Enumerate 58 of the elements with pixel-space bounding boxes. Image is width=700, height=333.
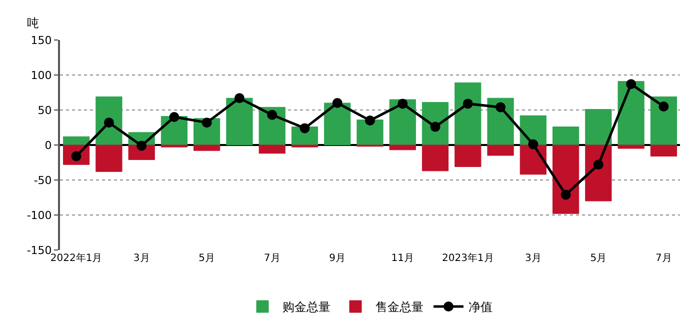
legend-label: 净值	[468, 300, 492, 314]
point	[234, 93, 244, 104]
point	[169, 112, 180, 122]
bar	[389, 144, 416, 150]
x-tick-label: 11月	[391, 253, 414, 264]
x-tick-label: 2023年1月	[442, 252, 494, 264]
bar	[552, 144, 580, 214]
bar	[552, 126, 580, 146]
y-tick-label: 50	[38, 104, 52, 117]
legend-label: 购金总量	[282, 300, 330, 314]
point	[332, 98, 342, 108]
bar	[291, 144, 318, 148]
point	[658, 102, 669, 112]
bar	[422, 144, 449, 172]
point	[462, 98, 473, 109]
point	[496, 102, 506, 112]
bar	[650, 96, 677, 146]
point	[430, 122, 440, 132]
x-tick-label: 7月	[655, 253, 672, 264]
bar	[356, 120, 384, 146]
x-tick-label: 5月	[590, 253, 607, 264]
point	[626, 79, 636, 90]
x-tick-label: 9月	[329, 253, 346, 264]
x-tick-label: 2022年1月	[50, 252, 102, 264]
point	[136, 140, 147, 151]
point	[202, 118, 212, 128]
bar	[650, 144, 677, 156]
point	[560, 190, 571, 200]
bar	[96, 144, 122, 172]
bar	[194, 144, 220, 151]
y-tick-label: -100	[26, 208, 52, 222]
y-axis-title: 吨	[27, 16, 39, 30]
point	[398, 98, 408, 109]
bar	[258, 144, 286, 154]
legend-label: 售金总量	[376, 300, 424, 314]
bar	[226, 98, 253, 146]
y-tick-label: 0	[44, 138, 52, 152]
bar	[454, 82, 482, 146]
point	[528, 139, 538, 150]
y-tick-label: -150	[26, 244, 52, 257]
bar	[160, 144, 188, 148]
point	[267, 110, 278, 120]
point	[365, 116, 375, 126]
point	[300, 123, 310, 134]
x-tick-label: 3月	[524, 253, 542, 264]
bar	[585, 109, 612, 146]
y-tick-label: 150	[30, 34, 52, 47]
x-tick-label: 3月	[133, 253, 150, 264]
point	[593, 160, 604, 170]
bar	[324, 102, 351, 146]
bar	[487, 144, 514, 156]
x-tick-label: 7月	[264, 253, 280, 264]
y-tick-label: 100	[30, 68, 52, 82]
bar	[454, 144, 482, 167]
point	[104, 118, 114, 128]
x-tick-label: 5月	[198, 253, 216, 264]
y-tick-label: -50	[34, 174, 52, 187]
bar	[618, 144, 644, 149]
